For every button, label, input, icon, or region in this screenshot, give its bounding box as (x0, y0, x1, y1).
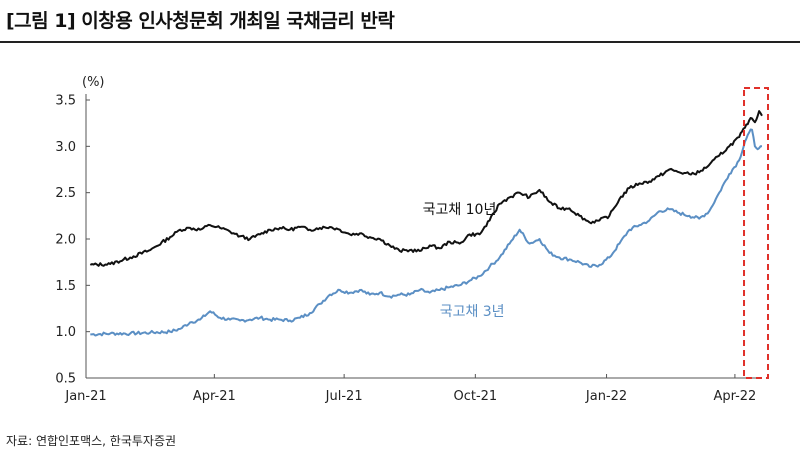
highlight-box (743, 87, 770, 379)
x-tick-label: Jan-21 (64, 389, 106, 404)
x-tick-label: Apr-21 (193, 389, 236, 404)
figure-title: [그림 1] 이창용 인사청문회 개최일 국채금리 반락 (6, 10, 395, 32)
series-label-3y: 국고채 3년 (440, 304, 505, 320)
source-note: 자료: 연합인포맥스, 한국투자증권 (6, 434, 177, 448)
y-tick-label: 2.0 (55, 233, 76, 248)
y-tick-label: 1.5 (55, 279, 76, 294)
x-tick-label: Jan-22 (585, 389, 627, 404)
y-unit-label: (%) (82, 75, 105, 90)
title-rule (0, 41, 800, 43)
y-tick-label: 3.5 (55, 94, 76, 109)
series-line-10y (89, 110, 763, 267)
y-tick-label: 2.5 (55, 186, 76, 201)
series-label-10y: 국고채 10년 (423, 202, 497, 218)
x-tick-label: Oct-21 (453, 389, 497, 404)
y-tick-label: 0.5 (55, 372, 76, 387)
series-line-3y (90, 128, 763, 337)
y-tick-label: 3.0 (55, 140, 76, 155)
x-tick-label: Jul-21 (325, 389, 363, 404)
x-tick-label: Apr-22 (713, 389, 756, 404)
y-tick-label: 1.0 (55, 325, 76, 340)
